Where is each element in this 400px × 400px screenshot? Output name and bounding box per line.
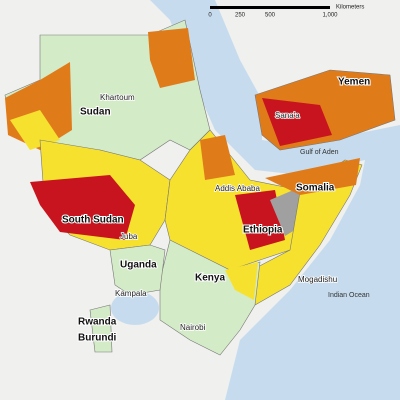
lake-victoria bbox=[111, 291, 159, 325]
scale-label: 500 bbox=[265, 13, 276, 19]
ethiopia-orange bbox=[200, 135, 235, 180]
kenya-yellow bbox=[225, 262, 258, 300]
country-label: Rwanda bbox=[78, 317, 117, 328]
country-label: South Sudan bbox=[62, 215, 124, 226]
rwanda-burundi-region bbox=[89, 304, 113, 353]
country-label: Burundi bbox=[78, 333, 117, 344]
city-label: Mogadishu bbox=[298, 275, 337, 284]
country-label: Sudan bbox=[80, 107, 111, 118]
water-label: Gulf of Aden bbox=[300, 149, 339, 156]
somalia-orange bbox=[265, 158, 360, 195]
darfur-yellow bbox=[10, 110, 60, 150]
country-label: Kenya bbox=[195, 273, 225, 284]
south-sudan-red bbox=[30, 175, 135, 240]
scale-bar bbox=[210, 6, 330, 9]
country-label: Ethiopia bbox=[243, 225, 283, 236]
city-label: Sana'a bbox=[275, 111, 300, 120]
scale-unit: Kilometers bbox=[336, 5, 364, 11]
country-label: Somalia bbox=[296, 183, 335, 194]
country-label: Uganda bbox=[120, 260, 157, 271]
uganda-region bbox=[109, 244, 166, 296]
city-label: Nairobi bbox=[180, 323, 206, 332]
city-label: Juba bbox=[120, 232, 138, 241]
scale-label: 0 bbox=[208, 13, 212, 19]
water-label: Indian Ocean bbox=[328, 292, 370, 299]
city-label: Kampala bbox=[115, 289, 147, 298]
scale-label: 250 bbox=[235, 13, 246, 19]
yemen-red bbox=[262, 98, 332, 146]
sea bbox=[150, 0, 400, 400]
city-label: Addis Ababa bbox=[215, 184, 260, 193]
country-label: Yemen bbox=[338, 77, 370, 88]
city-label: Khartoum bbox=[100, 93, 135, 102]
sudan-orange-area bbox=[148, 28, 195, 88]
scale-label: 1,000 bbox=[322, 13, 338, 19]
